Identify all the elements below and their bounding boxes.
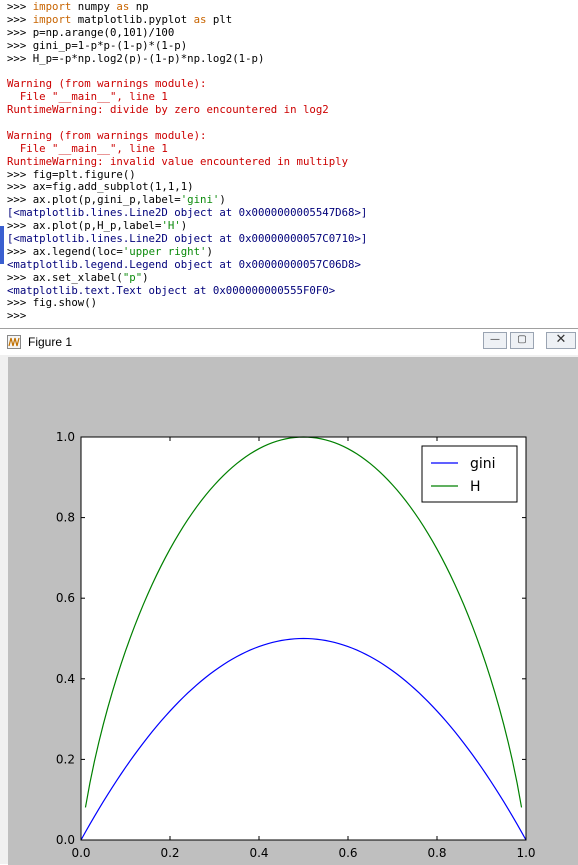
console-text: "p": [122, 270, 143, 284]
figure-canvas[interactable]: 0.00.20.40.60.81.00.00.20.40.60.81.0pgin…: [8, 357, 578, 865]
console-line: RuntimeWarning: invalid value encountere…: [7, 154, 367, 169]
console-text: [<matplotlib.lines.Line2D object at 0x00…: [7, 232, 368, 246]
window-title: Figure 1: [28, 335, 73, 349]
console-line: Warning (from warnings module):: [7, 128, 367, 143]
matplotlib-app-icon: [7, 335, 21, 349]
console-text: as: [193, 12, 207, 26]
console-output[interactable]: >>> import numpy as np >>> import matplot…: [7, 0, 368, 323]
console-text: ): [206, 244, 213, 258]
x-tick-label: 0.8: [427, 846, 446, 860]
console-text: numpy: [71, 0, 117, 13]
console-text: np: [129, 0, 149, 13]
console-line: [<matplotlib.lines.Line2D object at 0x00…: [7, 232, 368, 246]
console-line: <matplotlib.text.Text object at 0x000000…: [7, 283, 367, 298]
console-text: RuntimeWarning: divide by zero encounter…: [7, 103, 329, 117]
console-text: >>> ax.legend(loc=: [7, 244, 123, 258]
console-line: RuntimeWarning: divide by zero encounter…: [7, 103, 367, 117]
console-line: File "__main__", line 1: [7, 141, 367, 156]
x-tick-label: 0.6: [338, 846, 357, 860]
console-text: ): [180, 219, 188, 233]
x-tick-label: 0.4: [249, 846, 268, 860]
legend-label-gini: gini: [470, 456, 496, 472]
console-text: >>> fig.show(): [7, 296, 98, 310]
y-tick-label: 0.4: [56, 672, 75, 686]
console-line: >>> ax=fig.add_subplot(1,1,1): [7, 181, 367, 194]
console-line: >>> ax.plot(p,H_p,label='H'): [7, 219, 367, 233]
console-text: File "__main__", line 1: [7, 90, 168, 104]
console-text: import: [32, 12, 72, 26]
legend-label-h: H: [470, 479, 481, 495]
close-button[interactable]: ✕: [546, 332, 576, 349]
console-text: >>> ax.plot(p,gini_p,label=: [7, 193, 181, 207]
y-tick-label: 0.0: [56, 833, 75, 847]
console-line: >>> ax.plot(p,gini_p,label='gini'): [7, 193, 367, 207]
console-text: <matplotlib.legend.Legend object at 0x00…: [7, 257, 361, 271]
console-text: >>>: [7, 12, 33, 26]
y-tick-label: 1.0: [56, 430, 75, 444]
console-text: >>> ax=fig.add_subplot(1,1,1): [7, 180, 194, 194]
console-text: RuntimeWarning: invalid value encountere…: [7, 154, 349, 168]
console-text: plt: [206, 12, 233, 26]
console-line: >>> import matplotlib.pyplot as plt: [7, 12, 367, 27]
series-line-gini: [80, 637, 527, 841]
console-text: >>> ax.set_xlabel(: [7, 270, 123, 284]
figure-window: Figure 1 — ▢ ✕ 0.0 0.2 0.4 0.6 0.8 1.0 0.0 0.2 0…: [0, 328, 578, 865]
console-text: File "__main__", line 1: [7, 141, 168, 155]
console-text: 'upper right': [122, 244, 207, 258]
x-tick-label: 0.0: [71, 846, 90, 860]
console-line: >>> H_p=-p*np.log2(p)-(1-p)*np.log2(1-p): [7, 51, 367, 66]
console-text: import: [32, 0, 72, 13]
console-text: matplotlib.pyplot: [71, 12, 194, 26]
console-line: <matplotlib.legend.Legend object at 0x00…: [7, 257, 367, 272]
console-text: 'H': [161, 219, 181, 233]
console-line: >>> p=np.arange(0,101)/100: [7, 25, 367, 40]
console-line: [<matplotlib.lines.Line2D object at 0x00…: [7, 206, 368, 220]
y-tick-label: 0.6: [56, 591, 75, 605]
console-text: Warning (from warnings module):: [7, 77, 207, 91]
console-text: >>> gini_p=1-p*p-(1-p)*(1-p): [7, 38, 188, 52]
shell-left-strip: [0, 0, 5, 328]
x-tick-label: 0.2: [160, 846, 179, 860]
y-tick-label: 0.2: [56, 752, 75, 766]
console-text: >>> ax.plot(p,H_p,label=: [7, 219, 162, 233]
console-text: <matplotlib.text.Text object at 0x000000…: [7, 283, 336, 297]
console-line: File "__main__", line 1: [7, 90, 367, 104]
console-text: ): [219, 193, 226, 207]
console-text: >>> H_p=-p*np.log2(p)-(1-p)*np.log2(1-p): [7, 51, 265, 65]
console-line: >>> ax.legend(loc='upper right'): [7, 244, 367, 259]
console-line: >>> fig=plt.figure(): [7, 167, 367, 182]
scroll-marker: [0, 226, 4, 264]
console-text: >>>: [7, 309, 33, 323]
line-chart: 0.00.20.40.60.81.00.00.20.40.60.81.0pgin…: [56, 430, 536, 865]
maximize-button[interactable]: ▢: [510, 332, 534, 349]
console-text: ): [142, 270, 149, 284]
x-tick-label: 1.0: [516, 846, 535, 860]
minimize-button[interactable]: —: [483, 332, 507, 349]
window-titlebar[interactable]: Figure 1 — ▢ ✕: [0, 329, 578, 355]
axes-frame: [80, 436, 527, 841]
console-text: as: [116, 0, 130, 13]
console-text: Warning (from warnings module):: [7, 128, 207, 142]
python-shell[interactable]: >>> import numpy as np >>> import matplot…: [0, 0, 578, 328]
console-text: >>> fig=plt.figure(): [7, 167, 136, 181]
console-text: >>> p=np.arange(0,101)/100: [7, 25, 175, 39]
console-line: >>> fig.show(): [7, 297, 367, 310]
console-line: >>> ax.set_xlabel("p"): [7, 270, 367, 285]
console-text: >>>: [7, 0, 33, 13]
console-line: >>>: [7, 309, 367, 323]
console-text: [<matplotlib.lines.Line2D object at 0x00…: [7, 206, 368, 220]
console-line: >>> import numpy as np: [7, 0, 367, 14]
legend-box: [421, 445, 518, 503]
console-text: 'gini': [180, 193, 220, 207]
y-tick-label: 0.8: [56, 511, 75, 525]
console-line: >>> gini_p=1-p*p-(1-p)*(1-p): [7, 38, 367, 53]
console-line: Warning (from warnings module):: [7, 77, 367, 91]
